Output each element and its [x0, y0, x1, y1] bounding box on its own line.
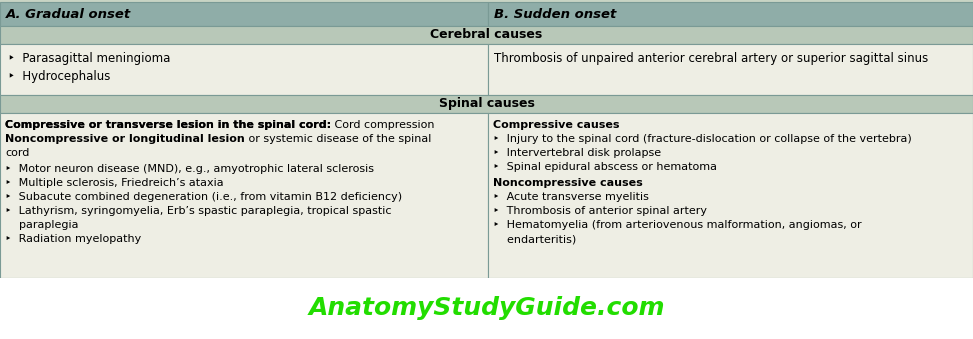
- Text: ‣  Hematomyelia (from arteriovenous malformation, angiomas, or: ‣ Hematomyelia (from arteriovenous malfo…: [493, 220, 862, 230]
- Text: Cerebral causes: Cerebral causes: [430, 28, 543, 41]
- Bar: [488, 44, 973, 95]
- Text: Compressive or transverse lesion in the spinal cord:: Compressive or transverse lesion in the …: [5, 120, 331, 130]
- Text: ‣  Subacute combined degeneration (i.e., from vitamin B12 deficiency): ‣ Subacute combined degeneration (i.e., …: [5, 192, 402, 202]
- Text: Noncompressive or longitudinal lesion: Noncompressive or longitudinal lesion: [5, 134, 245, 144]
- Text: Spinal causes: Spinal causes: [439, 98, 534, 111]
- Text: ‣  Radiation myelopathy: ‣ Radiation myelopathy: [5, 234, 141, 244]
- Text: Thrombosis of unpaired anterior cerebral artery or superior sagittal sinus: Thrombosis of unpaired anterior cerebral…: [494, 52, 928, 65]
- Bar: [0, 278, 973, 339]
- Text: ‣  Thrombosis of anterior spinal artery: ‣ Thrombosis of anterior spinal artery: [493, 206, 707, 216]
- Bar: [0, 113, 488, 278]
- Bar: [0, 95, 973, 113]
- Text: A. Gradual onset: A. Gradual onset: [6, 7, 131, 20]
- Text: Noncompressive causes: Noncompressive causes: [493, 178, 643, 188]
- Text: ‣  Parasagittal meningioma: ‣ Parasagittal meningioma: [8, 52, 170, 65]
- Text: ‣  Injury to the spinal cord (fracture-dislocation or collapse of the vertebra): ‣ Injury to the spinal cord (fracture-di…: [493, 134, 913, 144]
- Text: ‣  Intervertebral disk prolapse: ‣ Intervertebral disk prolapse: [493, 148, 662, 158]
- Bar: [488, 113, 973, 278]
- Text: B. Sudden onset: B. Sudden onset: [494, 7, 617, 20]
- Text: Cord compression: Cord compression: [331, 120, 435, 130]
- Text: AnatomyStudyGuide.com: AnatomyStudyGuide.com: [308, 297, 665, 320]
- Text: ‣  Motor neuron disease (MND), e.g., amyotrophic lateral sclerosis: ‣ Motor neuron disease (MND), e.g., amyo…: [5, 164, 374, 174]
- Text: ‣  Spinal epidural abscess or hematoma: ‣ Spinal epidural abscess or hematoma: [493, 162, 717, 172]
- Text: ‣  Lathyrism, syringomyelia, Erb’s spastic paraplegia, tropical spastic: ‣ Lathyrism, syringomyelia, Erb’s spasti…: [5, 206, 391, 216]
- Text: ‣  Hydrocephalus: ‣ Hydrocephalus: [8, 70, 110, 83]
- Text: endarteritis): endarteritis): [493, 234, 577, 244]
- Bar: [0, 2, 488, 26]
- Text: ‣  Acute transverse myelitis: ‣ Acute transverse myelitis: [493, 192, 649, 202]
- Text: ‣  Multiple sclerosis, Friedreich’s ataxia: ‣ Multiple sclerosis, Friedreich’s ataxi…: [5, 178, 224, 188]
- Text: cord: cord: [5, 148, 29, 158]
- Bar: [488, 2, 973, 26]
- Text: Compressive or transverse lesion in the spinal cord:: Compressive or transverse lesion in the …: [5, 120, 331, 130]
- Bar: [0, 44, 488, 95]
- Text: or systemic disease of the spinal: or systemic disease of the spinal: [245, 134, 431, 144]
- Text: Compressive causes: Compressive causes: [493, 120, 620, 130]
- Bar: [0, 26, 973, 44]
- Text: paraplegia: paraplegia: [5, 220, 79, 230]
